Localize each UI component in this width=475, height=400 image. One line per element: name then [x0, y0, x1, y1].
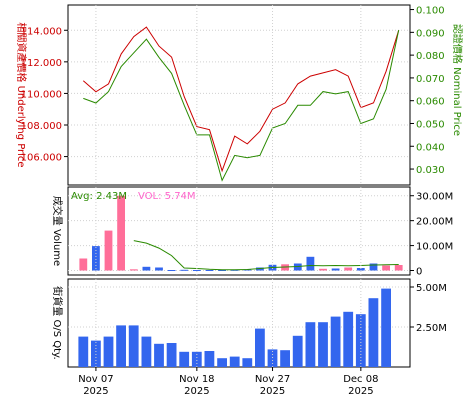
date-tick-year: 2025 [83, 386, 108, 397]
volume-current-label: VOL: 5.74M [138, 191, 196, 202]
outstanding-quantity-bar [103, 336, 114, 367]
underlying-price-axis-label: 相關資產價格 Underlying Price [15, 22, 28, 167]
volume-bar [192, 270, 201, 271]
volume-bar [129, 269, 138, 271]
outstanding-quantity-bar [343, 311, 354, 367]
volume-bar [92, 246, 100, 271]
volume-average-label: Avg: 2.43M [71, 191, 127, 202]
underlying-price-axis: 106.000 108.000 110.000 112.000 114.000 [21, 26, 68, 164]
outstanding-quantity-bar [141, 336, 152, 367]
volume-tick-label: 30.00M [416, 192, 453, 203]
outstanding-quantity-axis: 2.50M 5.00M [410, 283, 447, 334]
volume-bar [356, 268, 365, 271]
underlying-tick-label: 108.000 [21, 121, 62, 132]
volume-bar [382, 265, 390, 271]
date-tick-label: Nov 27 [255, 374, 290, 385]
nominal-tick-label: 0.090 [416, 28, 445, 39]
volume-bar [155, 267, 163, 271]
outstanding-quantity-bar [292, 335, 303, 367]
nominal-price-line [83, 29, 400, 182]
volume-bar [218, 270, 226, 271]
outstanding-quantity-bar [116, 325, 126, 367]
outstanding-quantity-bar [229, 356, 240, 367]
volume-average-line [133, 240, 399, 271]
volume-bar [344, 267, 353, 271]
underlying-tick-label: 110.000 [21, 89, 62, 100]
outstanding-quantity-bar [166, 343, 177, 367]
price-panel-frame [67, 4, 411, 186]
outstanding-quantity-bar [91, 340, 101, 367]
underlying-price-line [82, 26, 400, 173]
price-grid [68, 29, 410, 158]
date-tick-label: Dec 08 [343, 374, 378, 385]
volume-bar [319, 268, 327, 271]
outstanding-quantity-bars [78, 288, 391, 367]
date-tick-year: 2025 [260, 386, 285, 397]
nominal-tick-label: 0.080 [416, 51, 445, 62]
volume-bar [167, 270, 176, 271]
outstanding-quantity-bar [381, 288, 391, 367]
outstanding-quantity-bar [204, 351, 215, 367]
outstanding-quantity-bar [280, 350, 290, 367]
outstanding-quantity-bar [355, 314, 366, 367]
underlying-tick-label: 112.000 [21, 58, 62, 69]
outstanding-quantity-axis-label: 街貨量 O/S Qty. [51, 286, 64, 359]
outstanding-quantity-bar [191, 351, 202, 367]
outstanding-quantity-bar [305, 322, 316, 367]
outstanding-quantity-bar [255, 328, 265, 367]
volume-bar [369, 263, 378, 271]
volume-average-series [133, 240, 399, 271]
volume-axis: 0 10.00M 20.00M 30.00M [410, 192, 453, 278]
date-tick-year: 2025 [184, 386, 209, 397]
volume-panel-frame [67, 186, 411, 276]
underlying-tick-label: 114.000 [21, 26, 62, 37]
nominal-tick-label: 0.050 [416, 119, 445, 130]
volume-bar [306, 256, 315, 271]
nominal-price-axis-label: 認證價格 Nominal Price [451, 24, 464, 136]
outstanding-quantity-bar [179, 351, 190, 367]
nominal-tick-label: 0.100 [416, 6, 445, 17]
volume-bar [331, 268, 340, 271]
volume-bar [205, 270, 214, 271]
outstanding-quantity-panel: 2.50M 5.00M 街貨量 O/S Qty. [51, 278, 447, 368]
outstanding-quantity-tick-label: 5.00M [416, 283, 447, 294]
underlying-tick-label: 106.000 [21, 153, 62, 164]
outstanding-quantity-bar [217, 358, 227, 367]
volume-bar [142, 266, 151, 271]
volume-axis-label: 成交量 Volume [51, 196, 64, 266]
volume-bar [180, 269, 189, 271]
outstanding-quantity-bar [242, 358, 253, 367]
volume-bar [394, 265, 403, 271]
outstanding-quantity-tick-label: 2.50M [416, 323, 447, 334]
price-panel: 106.000 108.000 110.000 112.000 114.000 0.03… [15, 4, 464, 186]
volume-tick-label: 10.00M [416, 242, 453, 253]
volume-tick-label: 20.00M [416, 217, 453, 228]
volume-tick-label: 0 [416, 267, 422, 278]
nominal-price-axis: 0.030 0.040 0.050 0.060 0.070 0.080 0.090 0.100 [410, 6, 445, 176]
nominal-tick-label: 0.070 [416, 74, 445, 85]
nominal-tick-label: 0.060 [416, 97, 445, 108]
date-tick-label: Nov 07 [78, 374, 113, 385]
volume-panel: 0 10.00M 20.00M 30.00M Avg: 2.43M VOL: 5.74… [51, 186, 453, 278]
outstanding-quantity-bar [267, 349, 278, 367]
date-tick-label: Nov 18 [179, 374, 214, 385]
volume-bar [104, 230, 113, 271]
outstanding-quantity-bar [128, 325, 139, 367]
outstanding-quantity-bar [78, 336, 89, 367]
nominal-tick-label: 0.030 [416, 165, 445, 176]
price-series [82, 26, 400, 182]
outstanding-quantity-bar [154, 343, 164, 367]
outstanding-quantity-bar [330, 316, 341, 367]
volume-bars [79, 195, 403, 271]
nominal-tick-label: 0.040 [416, 142, 445, 153]
volume-bar [79, 258, 88, 271]
date-tick-year: 2025 [348, 386, 373, 397]
outstanding-quantity-bar [318, 322, 328, 367]
volume-bar [117, 195, 125, 271]
outstanding-quantity-bar [368, 298, 379, 367]
